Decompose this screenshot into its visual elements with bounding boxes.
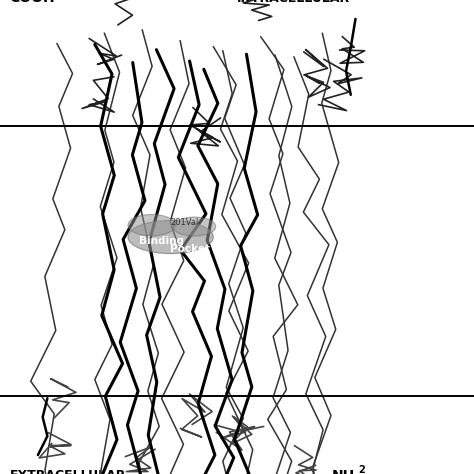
Text: Pocket: Pocket — [170, 244, 210, 254]
Ellipse shape — [128, 214, 175, 236]
Text: 2: 2 — [358, 465, 365, 474]
Text: Binding: Binding — [139, 236, 183, 246]
Ellipse shape — [173, 217, 216, 236]
Text: COOH: COOH — [9, 0, 55, 5]
Text: 201Val: 201Val — [171, 219, 199, 227]
Text: EXTRACELLULAR: EXTRACELLULAR — [9, 469, 126, 474]
Ellipse shape — [128, 220, 213, 254]
Text: NH: NH — [332, 469, 355, 474]
Text: INTRACELLULAR: INTRACELLULAR — [237, 0, 350, 5]
